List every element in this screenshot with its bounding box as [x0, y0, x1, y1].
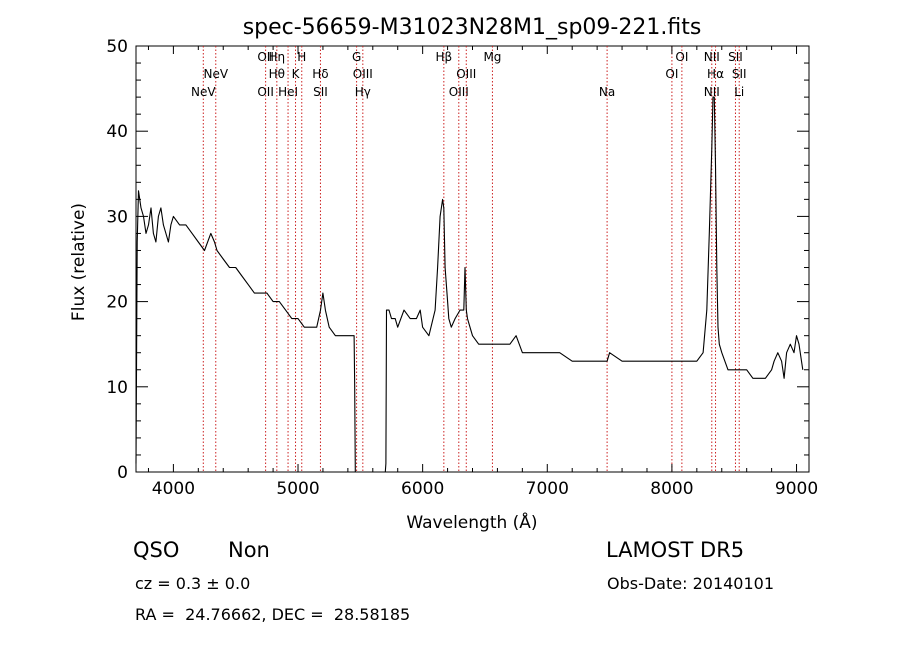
line-marker-label: HeI	[278, 85, 298, 99]
line-marker-label: NII	[704, 85, 720, 99]
line-marker-label: OIII	[449, 85, 469, 99]
line-marker-label: SII	[313, 85, 328, 99]
line-marker-label: OII	[257, 50, 274, 64]
line-marker-label: Na	[599, 85, 615, 99]
line-marker-label: NeV	[191, 85, 216, 99]
x-tick-label: 8000	[650, 479, 693, 499]
line-marker-label: K	[292, 67, 301, 81]
line-marker-label: OIII	[353, 67, 373, 81]
x-tick-label: 5000	[276, 479, 319, 499]
line-marker-label: G	[352, 50, 361, 64]
line-marker-label: NII	[704, 50, 720, 64]
emission-line-markers: NeVNeVOIIOIIHηHθHeIKHHδSIIGOIIIHγHβOIIIO…	[191, 46, 747, 472]
x-tick-label: 7000	[526, 479, 569, 499]
chart-title: spec-56659-M31023N28M1_sp09-221.fits	[243, 15, 702, 40]
object-class: QSO	[133, 538, 180, 562]
x-tick-label: 9000	[775, 479, 818, 499]
x-tick-label: 6000	[401, 479, 444, 499]
line-marker-label: Mg	[483, 50, 501, 64]
line-marker-label: SII	[728, 50, 743, 64]
y-tick-label: 50	[106, 37, 128, 57]
line-marker-label: OII	[257, 85, 274, 99]
data-release: LAMOST DR5	[606, 538, 745, 562]
line-marker-label: Hβ	[435, 50, 452, 64]
y-tick-label: 40	[106, 122, 128, 142]
line-marker-label: H	[297, 50, 306, 64]
object-subclass: Non	[228, 538, 270, 562]
y-axis-label: Flux (relative)	[69, 203, 89, 321]
line-marker-label: Hθ	[269, 67, 285, 81]
redshift-cz: cz = 0.3 ± 0.0	[135, 574, 251, 593]
y-tick-label: 0	[117, 463, 128, 483]
observation-date: Obs-Date: 20140101	[607, 574, 775, 593]
line-marker-label: Hδ	[312, 67, 328, 81]
spectrum-line	[135, 96, 804, 473]
line-marker-label: OI	[675, 50, 688, 64]
y-tick-label: 10	[106, 378, 128, 398]
axis-tick-labels: 4000 5000 6000 7000 8000 9000 0 10 20 30 40 50	[106, 37, 818, 499]
line-marker-label: Hα	[707, 67, 724, 81]
x-tick-label: 4000	[152, 479, 195, 499]
line-marker-label: Li	[734, 85, 744, 99]
y-tick-label: 30	[106, 207, 128, 227]
line-marker-label: OIII	[456, 67, 476, 81]
line-marker-label: OI	[665, 67, 678, 81]
y-tick-label: 20	[106, 293, 128, 313]
line-marker-label: Hη	[269, 50, 286, 64]
line-marker-label: NeV	[203, 67, 228, 81]
coordinates: RA = 24.76662, DEC = 28.58185	[135, 605, 411, 624]
line-marker-label: SII	[732, 67, 747, 81]
x-axis-label: Wavelength (Å)	[406, 511, 537, 533]
line-marker-label: Hγ	[355, 85, 371, 99]
